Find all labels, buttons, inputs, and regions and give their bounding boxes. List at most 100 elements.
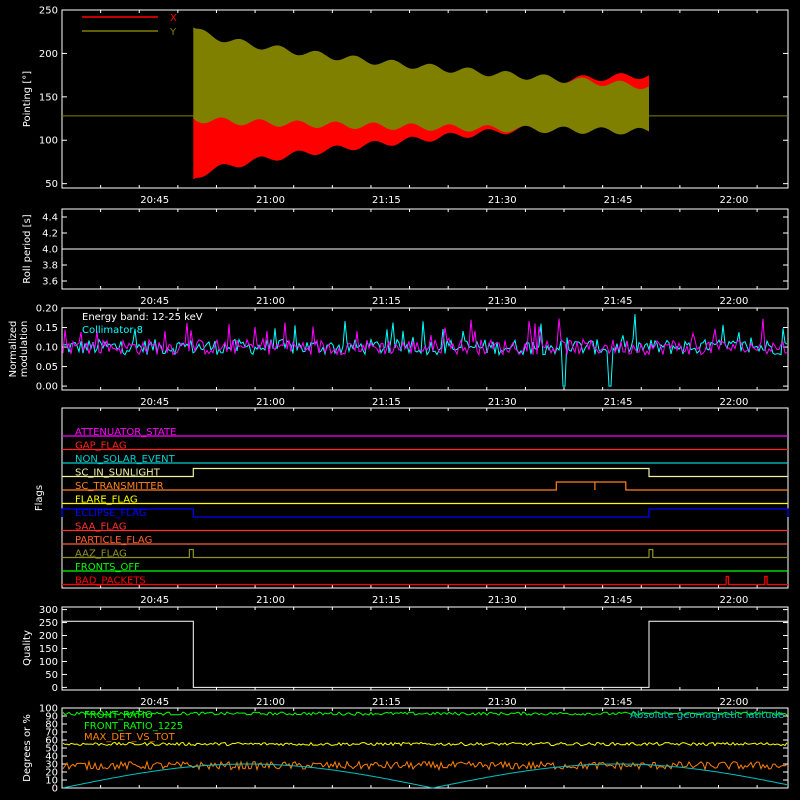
degrees-series-3 — [62, 763, 788, 789]
x-tick-label: 20:45 — [140, 397, 169, 408]
y-tick-label: 20 — [45, 768, 58, 779]
y-tick-label: 300 — [39, 605, 58, 616]
y-tick-label: 80 — [45, 720, 58, 731]
y-tick-label: 200 — [39, 631, 58, 642]
y-tick-label: 200 — [39, 49, 58, 60]
x-tick-label: 21:15 — [372, 697, 401, 708]
y-tick-label: 100 — [39, 136, 58, 147]
modulation-frame — [61, 307, 789, 391]
y-tick-label: 0.05 — [36, 362, 58, 373]
legend-front-ratio: FRONT_RATIO — [84, 710, 153, 721]
y-tick-label: 150 — [39, 644, 58, 655]
flag-label: FRONTS_OFF — [75, 562, 140, 573]
x-tick-label: 20:45 — [140, 195, 169, 206]
y-tick-label: 3.8 — [42, 261, 58, 272]
y-tick-label: 0 — [52, 683, 58, 694]
quality-panel: 0 50 100 150 200 250 300 20:45 21:00 21:15 21:30 21… — [22, 605, 789, 708]
x-tick-label: 21:00 — [256, 697, 285, 708]
flag-label: PARTICLE_FLAG — [75, 535, 152, 546]
flags-panel: 20:45 21:00 21:15 21:30 21:45 22:00 ATTENUATO… — [34, 407, 789, 606]
pointing-series-y — [193, 27, 650, 135]
y-tick-label: 4.4 — [42, 213, 58, 224]
x-tick-label: 22:00 — [720, 296, 749, 307]
legend-front-ratio-1225: FRONT_RATIO_1225 — [84, 721, 183, 732]
y-tick-label: 150 — [39, 92, 58, 103]
x-tick-label: 21:15 — [372, 595, 401, 606]
modulation-series-1 — [62, 318, 788, 357]
y-tick-label: 30 — [45, 760, 58, 771]
x-tick-label: 22:00 — [720, 697, 749, 708]
modulation-annotation-collimator: Collimator 8 — [82, 325, 143, 336]
y-tick-label: 0.00 — [36, 382, 58, 393]
modulation-ylabel-line1: Normalized — [8, 321, 19, 378]
x-tick-label: 21:00 — [256, 595, 285, 606]
y-tick-label: 40 — [45, 752, 58, 763]
y-tick-label: 100 — [39, 657, 58, 668]
y-tick-label: 50 — [45, 670, 58, 681]
flag-line — [61, 508, 789, 518]
pointing-frame — [61, 9, 789, 189]
x-tick-label: 20:45 — [140, 697, 169, 708]
flags-frame — [61, 407, 789, 589]
flag-line — [62, 575, 788, 586]
x-tick-label: 21:00 — [256, 195, 285, 206]
x-tick-label: 21:30 — [488, 595, 517, 606]
flag-line — [62, 548, 788, 559]
x-tick-label: 22:00 — [720, 397, 749, 408]
flag-label: SC_TRANSMITTER — [75, 481, 164, 492]
flag-label: AAZ_FLAG — [75, 549, 127, 560]
y-tick-label: 4.2 — [42, 229, 58, 240]
x-tick-label: 21:30 — [488, 397, 517, 408]
y-tick-label: 0 — [52, 784, 58, 795]
x-tick-label: 21:45 — [604, 195, 633, 206]
y-tick-label: 90 — [45, 712, 58, 723]
x-tick-label: 21:15 — [372, 195, 401, 206]
degrees-ylabel: Degrees or % — [22, 714, 33, 782]
flag-line — [62, 467, 788, 478]
y-tick-label: 100 — [39, 704, 58, 715]
flag-label: SAA_FLAG — [75, 522, 126, 533]
flag-label: ECLIPSE_FLAG — [75, 508, 146, 519]
pointing-legend: X Y — [82, 13, 177, 38]
quality-ylabel: Quality — [22, 630, 33, 666]
pointing-panel: 50 100 150 200 250 20:45 21:00 21:15 21:30 21:45 2… — [22, 6, 789, 206]
modulation-panel: 0.00 0.05 0.10 0.15 0.20 20:45 21:00 21:15 21:30… — [8, 304, 789, 408]
roll-period-panel: 3.6 3.8 4.0 4.2 4.4 20:45 21:00 21:15 21:30 21:45… — [22, 208, 789, 307]
roll-period-ylabel: Roll period [s] — [22, 214, 33, 283]
flag-label: ATTENUATOR_STATE — [75, 427, 176, 438]
legend-max-det-vs-tot: MAX_DET_VS_TOT — [84, 732, 176, 743]
y-tick-label: 60 — [45, 736, 58, 747]
x-tick-label: 21:30 — [488, 195, 517, 206]
y-tick-label: 4.0 — [42, 245, 58, 256]
x-tick-label: 21:45 — [604, 397, 633, 408]
y-tick-label: 0.10 — [36, 343, 58, 354]
y-tick-label: 250 — [39, 6, 58, 17]
x-tick-label: 22:00 — [720, 195, 749, 206]
quality-line — [62, 620, 788, 688]
y-tick-label: 50 — [45, 744, 58, 755]
flag-label: GAP_FLAG — [75, 441, 127, 452]
x-tick-label: 21:15 — [372, 397, 401, 408]
y-tick-label: 250 — [39, 618, 58, 629]
x-tick-label: 21:00 — [256, 397, 285, 408]
x-tick-label: 22:00 — [720, 595, 749, 606]
y-tick-label: 10 — [45, 776, 58, 787]
y-tick-label: 0.15 — [36, 323, 58, 334]
x-tick-label: 21:00 — [256, 296, 285, 307]
x-tick-label: 21:15 — [372, 296, 401, 307]
degrees-series-1 — [62, 741, 788, 747]
modulation-ylabel-line2: modulation — [19, 321, 30, 378]
legend-label-x: X — [170, 13, 177, 24]
pointing-ylabel: Pointing [°] — [22, 71, 33, 127]
legend-geomagnetic-latitude: Absolute geomagnetic latitude — [630, 710, 784, 721]
flags-ylabel: Flags — [34, 485, 45, 511]
x-tick-label: 21:45 — [604, 296, 633, 307]
flag-line — [62, 481, 788, 491]
flag-label: NON_SOLAR_EVENT — [75, 454, 176, 465]
degrees-series-0 — [62, 711, 788, 717]
legend-label-y: Y — [169, 27, 177, 38]
x-tick-label: 21:30 — [488, 697, 517, 708]
y-tick-label: 0.20 — [36, 304, 58, 315]
